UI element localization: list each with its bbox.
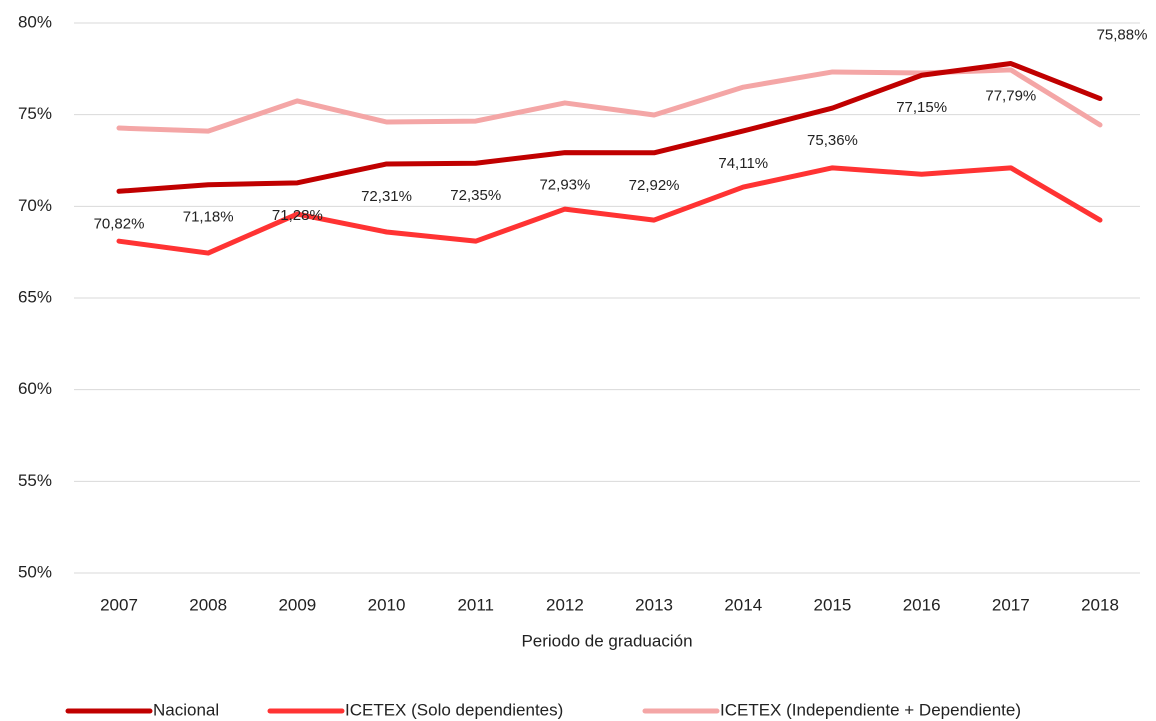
x-tick-label: 2008	[189, 595, 227, 614]
data-label: 72,92%	[629, 177, 680, 194]
y-tick-label: 75%	[18, 104, 52, 123]
x-tick-label: 2009	[278, 595, 316, 614]
x-axis-label: Periodo de graduación	[521, 631, 692, 650]
y-tick-label: 60%	[18, 379, 52, 398]
data-label: 70,82%	[94, 215, 145, 232]
legend-label: Nacional	[153, 700, 219, 719]
data-label: 75,88%	[1097, 27, 1148, 44]
data-label: 77,79%	[985, 87, 1036, 104]
y-tick-label: 70%	[18, 196, 52, 215]
y-tick-label: 65%	[18, 287, 52, 306]
data-label: 72,93%	[539, 177, 590, 194]
legend-label: ICETEX (Independiente + Dependiente)	[720, 700, 1021, 719]
x-tick-label: 2011	[457, 595, 494, 614]
x-tick-label: 2010	[368, 595, 406, 614]
x-tick-label: 2012	[546, 595, 584, 614]
x-tick-label: 2017	[992, 595, 1030, 614]
y-tick-label: 50%	[18, 562, 52, 581]
y-tick-label: 80%	[18, 12, 52, 31]
data-label: 74,11%	[718, 155, 768, 172]
data-label: 71,18%	[183, 209, 234, 226]
data-label: 72,31%	[361, 188, 412, 205]
x-tick-label: 2015	[814, 595, 852, 614]
x-tick-label: 2013	[635, 595, 673, 614]
x-tick-label: 2016	[903, 595, 941, 614]
data-label: 77,15%	[896, 99, 947, 116]
data-label: 72,35%	[450, 187, 501, 204]
data-label: 71,28%	[272, 207, 323, 224]
series-line	[116, 67, 1103, 134]
series-line	[116, 165, 1103, 256]
y-tick-label: 55%	[18, 471, 52, 490]
data-label: 75,36%	[807, 132, 858, 149]
x-tick-label: 2007	[100, 595, 138, 614]
series-line	[116, 61, 1103, 194]
x-tick-label: 2018	[1081, 595, 1119, 614]
x-tick-label: 2014	[724, 595, 762, 614]
legend-label: ICETEX (Solo dependientes)	[345, 700, 563, 719]
